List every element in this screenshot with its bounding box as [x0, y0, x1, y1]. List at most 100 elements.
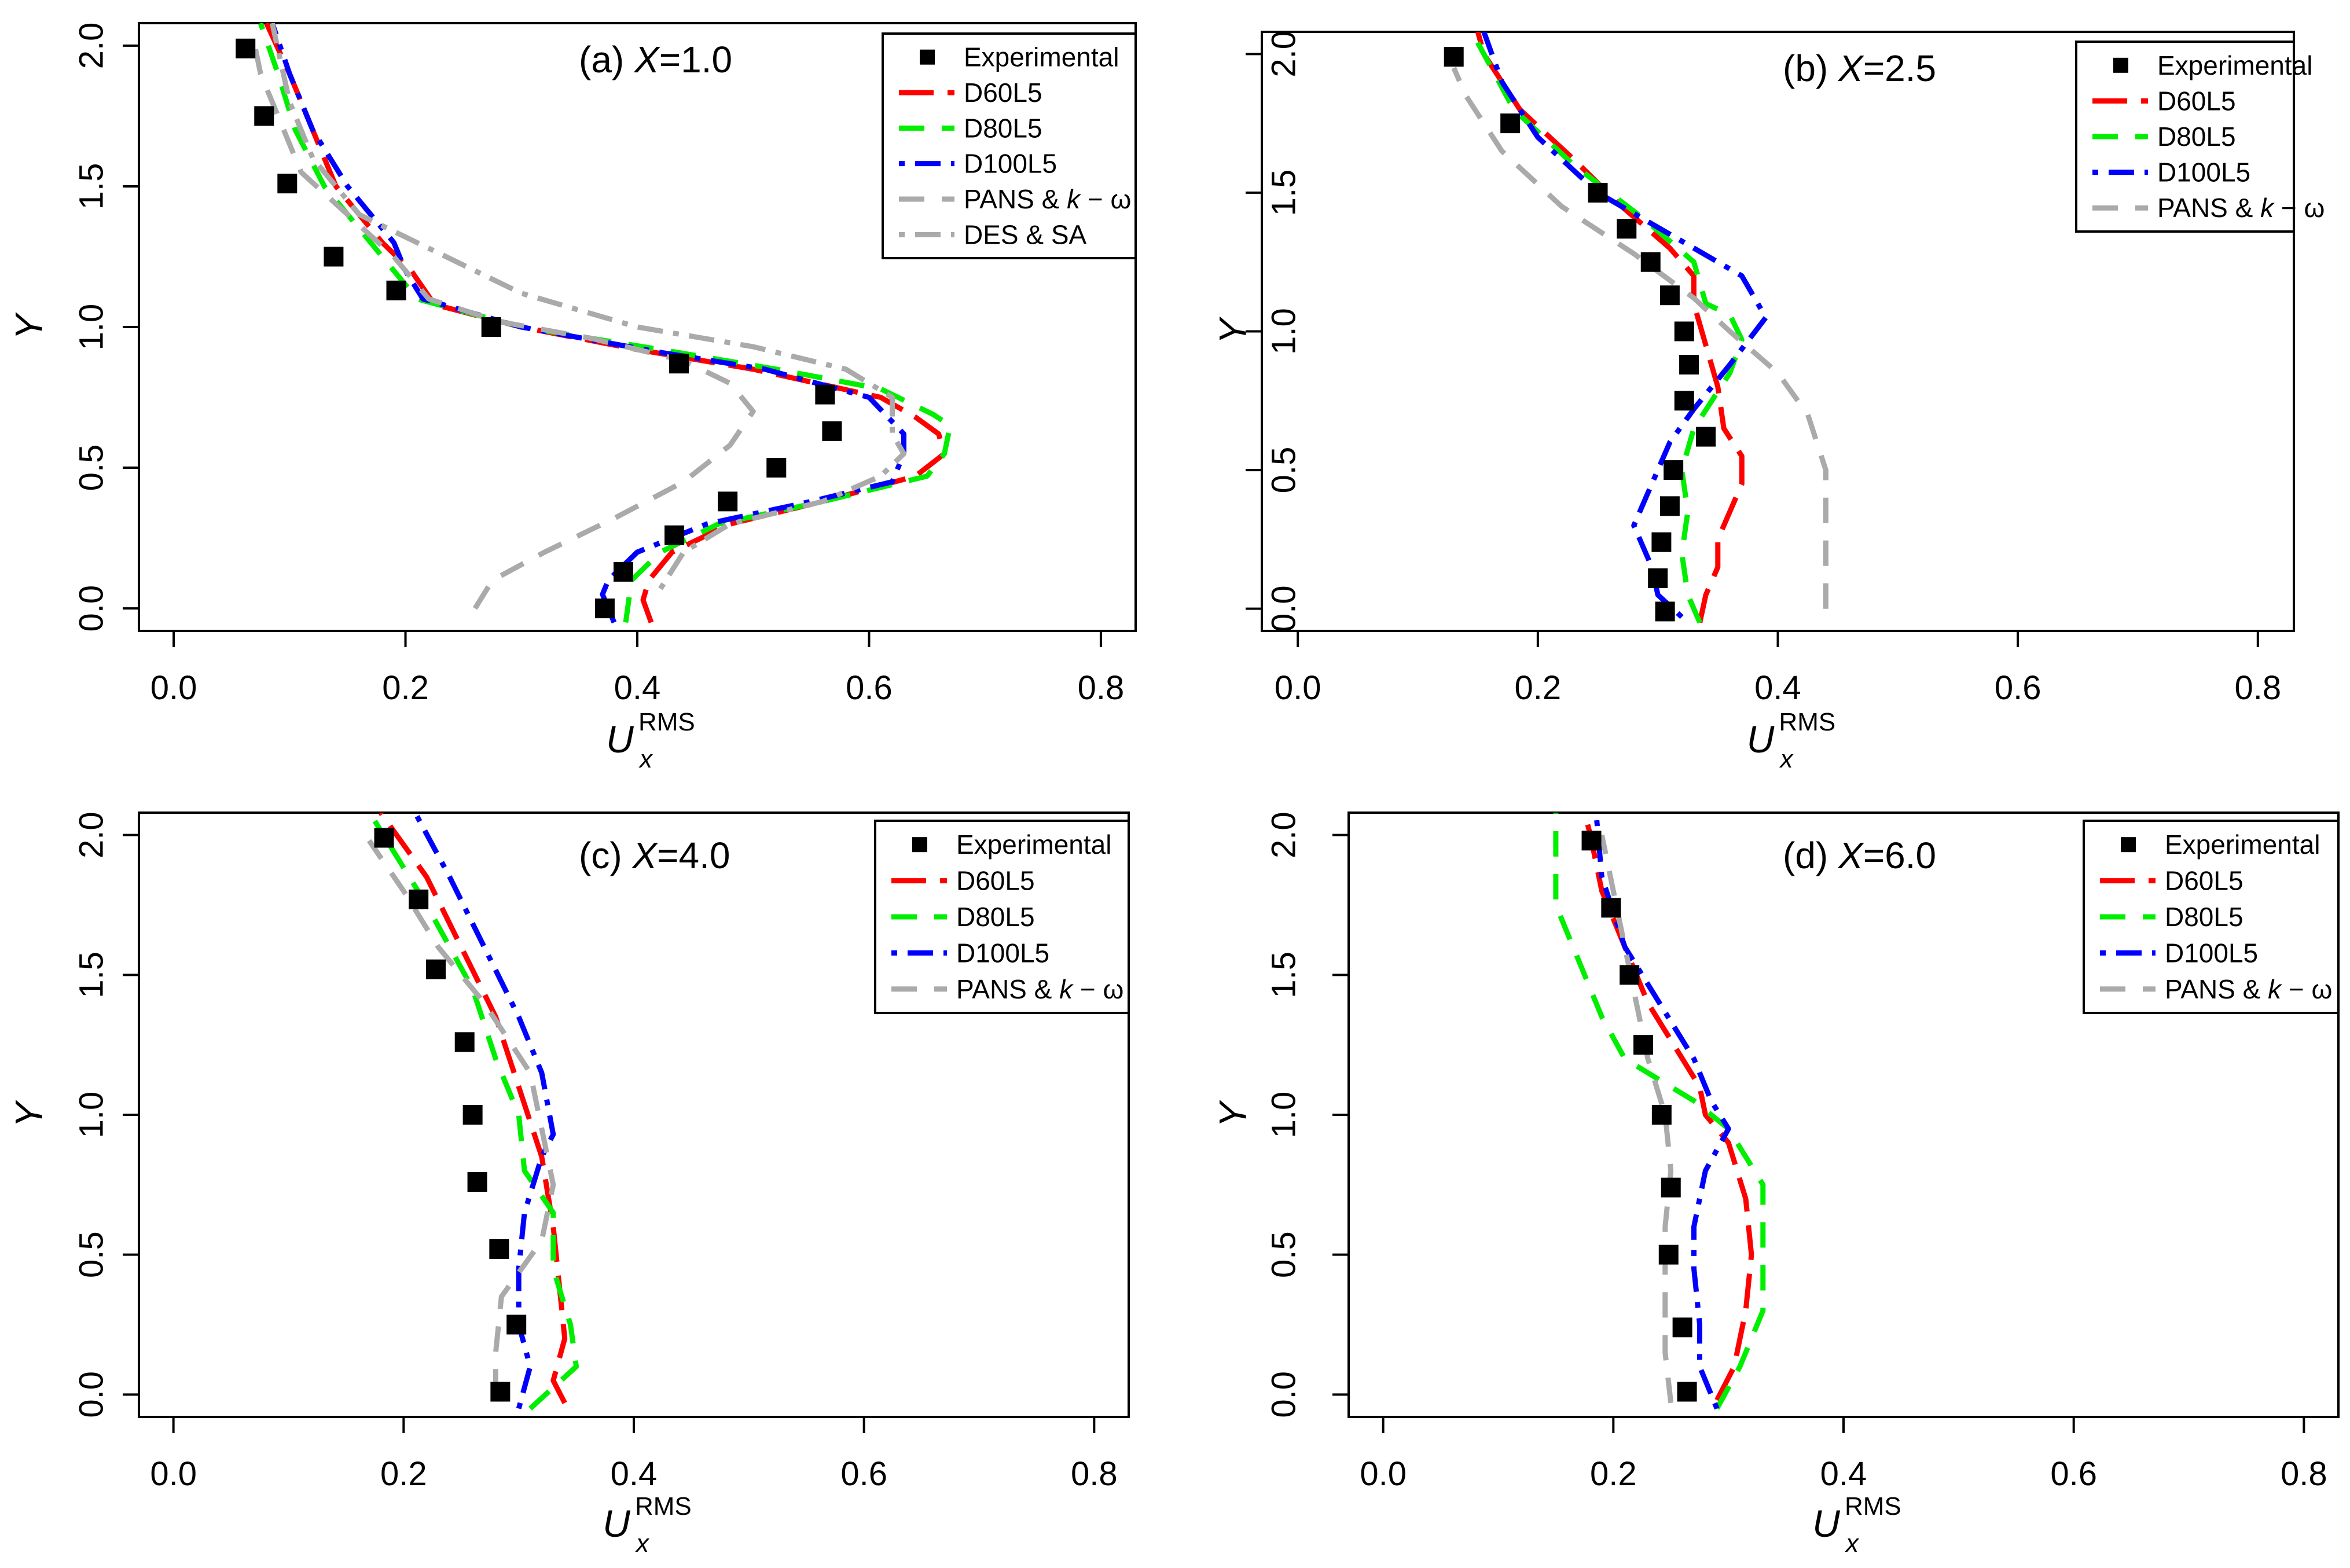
x-axis-label: U RMS x	[1747, 708, 1836, 773]
legend-label: Experimental	[956, 829, 1111, 860]
y-tick-label: 0.5	[72, 1231, 110, 1278]
svg-text:x: x	[635, 1529, 650, 1558]
legend-label: Experimental	[2157, 50, 2312, 80]
series-line-pans	[1599, 834, 1674, 1404]
x-tick-label: 0.4	[1754, 669, 1801, 707]
experimental-point	[669, 354, 689, 374]
legend-marker	[2121, 837, 2136, 853]
legend-marker	[2113, 57, 2128, 73]
svg-text:RMS: RMS	[635, 1492, 692, 1521]
y-tick-label: 1.0	[72, 304, 110, 351]
svg-text:RMS: RMS	[1845, 1492, 1901, 1521]
svg-text:x: x	[638, 745, 653, 773]
experimental-point	[1620, 965, 1640, 985]
x-tick-label: 0.0	[1275, 669, 1321, 707]
series-line-pans	[366, 839, 556, 1395]
series-line-d60l5	[378, 813, 568, 1404]
experimental-point	[1444, 47, 1464, 67]
y-axis-label: Y	[7, 312, 50, 340]
experimental-point	[1661, 1177, 1681, 1198]
legend-label: Experimental	[2165, 829, 2320, 860]
experimental-point	[766, 458, 787, 478]
experimental-point	[426, 959, 446, 979]
legend-label: D60L5	[956, 866, 1035, 896]
experimental-point	[1679, 355, 1699, 374]
experimental-point	[1601, 898, 1621, 918]
series-line-d100l5	[1593, 813, 1731, 1410]
experimental-point	[490, 1382, 511, 1402]
series-line-d100l5	[270, 23, 906, 624]
y-tick-label: 1.0	[1265, 1092, 1302, 1139]
y-tick-label: 1.5	[1265, 952, 1302, 998]
experimental-point	[1696, 427, 1716, 447]
svg-text:U: U	[1812, 1502, 1840, 1545]
x-tick-label: 0.2	[380, 1455, 427, 1493]
experimental-point	[664, 525, 685, 545]
panel-title: (c) X=4.0	[579, 835, 730, 876]
x-tick-label: 0.4	[611, 1455, 658, 1493]
panel-title: (b) X=2.5	[1783, 47, 1936, 89]
experimental-point	[1674, 391, 1694, 411]
legend-label: PANS & k − ω	[2165, 974, 2332, 1004]
y-tick-label: 0.0	[1265, 585, 1302, 632]
svg-text:RMS: RMS	[1779, 708, 1836, 736]
plot-area	[236, 23, 953, 624]
legend-label: D80L5	[2165, 902, 2243, 932]
y-tick-label: 2.0	[1265, 31, 1302, 78]
series-line-d80l5	[1553, 813, 1766, 1410]
legend-marker	[912, 837, 927, 853]
experimental-point	[409, 889, 429, 909]
x-tick-label: 0.0	[150, 1455, 197, 1493]
experimental-point	[1617, 219, 1637, 239]
experimental-point	[718, 491, 738, 512]
svg-text:x: x	[1845, 1529, 1860, 1558]
y-tick-label: 1.5	[72, 952, 110, 998]
y-tick-label: 0.0	[1265, 1371, 1302, 1418]
x-tick-label: 0.2	[1590, 1455, 1637, 1493]
x-tick-label: 0.8	[1078, 669, 1125, 707]
experimental-point	[1633, 1035, 1654, 1055]
experimental-point	[1640, 252, 1661, 272]
legend-label: D60L5	[2157, 86, 2236, 116]
experimental-point	[1588, 182, 1608, 203]
x-tick-label: 0.6	[840, 1455, 887, 1493]
y-tick-label: 0.0	[72, 1371, 110, 1418]
legend-label: D80L5	[2157, 122, 2236, 152]
x-tick-label: 0.6	[2050, 1455, 2097, 1493]
x-tick-label: 0.8	[1071, 1455, 1118, 1493]
x-tick-label: 0.0	[150, 669, 197, 707]
plot-area	[1553, 813, 1766, 1410]
experimental-point	[822, 421, 842, 441]
experimental-point	[815, 384, 835, 405]
experimental-point	[506, 1314, 527, 1335]
legend-box	[2083, 820, 2340, 1014]
experimental-point	[1672, 1317, 1692, 1338]
y-tick-label: 0.5	[1265, 1231, 1302, 1278]
panel-a: 0.0 0.2 0.4 0.6 0.8 0.0 0.5 1.0 1.5 2.0 Y U RMS x (a) …	[7, 22, 1137, 773]
experimental-point	[236, 38, 256, 58]
legend-label: PANS & k − ω	[964, 184, 1131, 214]
x-tick-label: 0.0	[1360, 1455, 1407, 1493]
legend: Experimental D60L5 D80L5 D100L5 PANS & k − ω	[2083, 820, 2340, 1014]
y-tick-label: 1.0	[1265, 308, 1302, 355]
series-line-pans	[1451, 67, 1828, 609]
y-tick-label: 1.5	[1265, 170, 1302, 216]
legend-label: D60L5	[2165, 866, 2243, 896]
legend-label: D100L5	[964, 149, 1057, 179]
series-line-d100l5	[413, 813, 556, 1409]
panel-title: (a) X=1.0	[579, 39, 732, 80]
experimental-point	[386, 280, 406, 300]
x-tick-label: 0.2	[1515, 669, 1562, 707]
legend-label: PANS & k − ω	[2157, 193, 2325, 223]
svg-text:U: U	[606, 718, 634, 761]
x-axis-label: U RMS x	[603, 1492, 692, 1558]
y-axis-label: Y	[7, 1100, 50, 1128]
legend: Experimental D60L5 D80L5 D100L5 PANS & k − ω	[874, 820, 1130, 1014]
x-tick-label: 0.8	[2234, 669, 2281, 707]
y-tick-label: 1.5	[72, 163, 110, 210]
experimental-point	[454, 1032, 475, 1052]
x-tick-label: 0.2	[382, 669, 429, 707]
x-tick-label: 0.4	[614, 669, 661, 707]
x-axis-label: U RMS x	[1812, 1492, 1901, 1558]
experimental-point	[481, 317, 501, 337]
